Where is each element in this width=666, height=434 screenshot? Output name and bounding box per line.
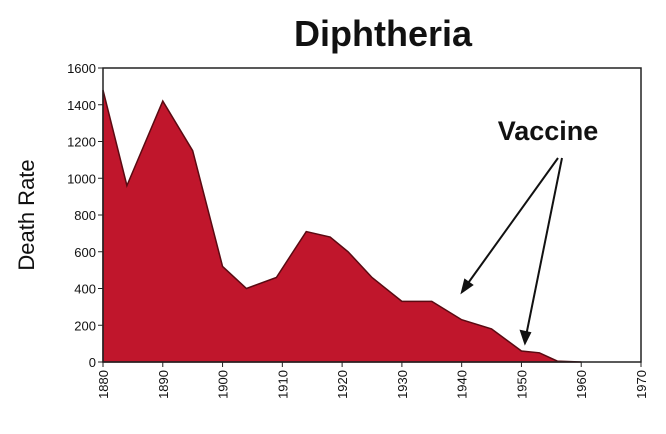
x-tick-label: 1950 <box>514 370 529 399</box>
x-tick-label: 1930 <box>395 370 410 399</box>
x-tick-label: 1900 <box>216 370 231 399</box>
y-tick-label: 1200 <box>67 135 96 150</box>
x-tick-label: 1970 <box>634 370 649 399</box>
x-tick-label: 1880 <box>96 370 111 399</box>
arrowhead <box>460 278 474 295</box>
y-tick-label: 1400 <box>67 98 96 113</box>
plot-area: 0 200 400 600 800 1000 1200 1400 1600 1880 1890 190… <box>67 61 649 399</box>
chart-title: Diphtheria <box>294 13 473 54</box>
y-tick-label: 600 <box>74 245 96 260</box>
x-tick-label: 1890 <box>156 370 171 399</box>
arrow <box>465 157 559 287</box>
y-tick-label: 200 <box>74 318 96 333</box>
x-tick-label: 1960 <box>574 370 589 399</box>
y-tick-label: 800 <box>74 208 96 223</box>
area <box>102 89 582 363</box>
y-tick-label: 1600 <box>67 61 96 76</box>
annotation: Vaccine <box>498 116 599 146</box>
y-tick-label: 0 <box>89 355 96 370</box>
y-tick-label: 400 <box>74 282 96 297</box>
x-tick-label: 1910 <box>275 370 290 399</box>
x-tick-label: 1920 <box>335 370 350 399</box>
y-tick-label: 1000 <box>67 171 96 186</box>
y-axis-label: Death Rate <box>14 159 39 270</box>
annotation-arrows <box>460 157 563 346</box>
arrowhead <box>519 329 532 346</box>
arrow <box>525 157 563 337</box>
x-tick-label: 1940 <box>455 370 470 399</box>
